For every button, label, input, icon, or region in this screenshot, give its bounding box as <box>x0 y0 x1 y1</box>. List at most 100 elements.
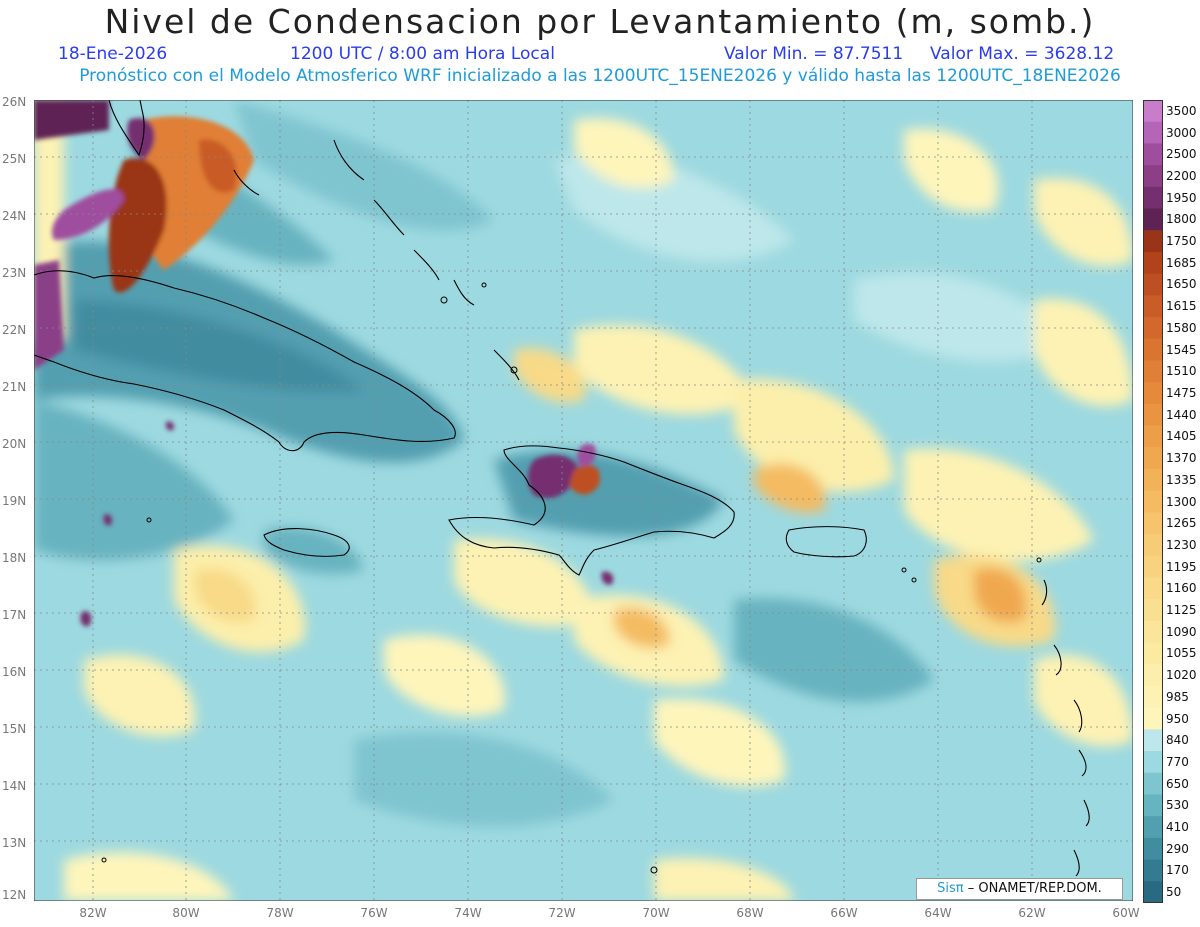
colorbar-tick-label: 1545 <box>1166 342 1197 357</box>
colorbar-swatch <box>1143 121 1163 144</box>
colorbar-swatch <box>1143 186 1163 210</box>
lat-label: 24N <box>2 209 27 223</box>
colorbar-swatch <box>1143 816 1163 839</box>
colorbar-swatch <box>1143 534 1163 557</box>
colorbar-swatch <box>1143 230 1163 253</box>
colorbar-tick-label: 2200 <box>1166 168 1197 183</box>
colorbar-tick-label: 1405 <box>1166 429 1197 444</box>
colorbar-tick-label: 3000 <box>1166 125 1197 140</box>
max-value: Valor Max. = 3628.12 <box>930 44 1115 64</box>
colorbar-swatch <box>1143 859 1163 882</box>
cuba-coast <box>34 270 456 452</box>
colorbar-swatch <box>1143 100 1163 123</box>
colorbar-swatch <box>1143 555 1163 578</box>
org-label: – ONAMET/REP.DOM. <box>967 881 1102 896</box>
florida-coast <box>108 100 145 157</box>
colorbar-tick-label: 1510 <box>1166 364 1197 379</box>
colorbar-tick-label: 290 <box>1166 841 1189 856</box>
colorbar <box>1143 100 1163 903</box>
colorbar-swatch <box>1143 577 1163 600</box>
lat-label: 20N <box>2 437 27 451</box>
forecast-date: 18-Ene-2026 <box>58 44 168 64</box>
lon-label: 74W <box>454 906 482 920</box>
colorbar-swatch <box>1143 881 1163 903</box>
lcl-field <box>34 100 1133 901</box>
colorbar-swatch <box>1143 338 1163 361</box>
brand-label: Sisπ <box>937 881 964 896</box>
lon-label: 78W <box>266 906 294 920</box>
colorbar-tick-label: 530 <box>1166 798 1189 813</box>
colorbar-swatch <box>1143 837 1163 861</box>
lat-lon-grid <box>34 100 1133 901</box>
lat-label: 15N <box>2 722 27 736</box>
colorbar-swatch <box>1143 490 1163 513</box>
lon-label: 76W <box>360 906 388 920</box>
colorbar-tick-label: 1650 <box>1166 277 1197 292</box>
colorbar-tick-label: 770 <box>1166 754 1189 769</box>
colorbar-swatch <box>1143 273 1163 296</box>
colorbar-tick-label: 170 <box>1166 863 1189 878</box>
colorbar-swatch <box>1143 620 1163 644</box>
colorbar-swatch <box>1143 729 1163 752</box>
lon-label: 80W <box>172 906 200 920</box>
colorbar-swatch <box>1143 403 1163 427</box>
colorbar-border <box>1143 100 1163 903</box>
lon-label: 66W <box>830 906 858 920</box>
lat-label: 16N <box>2 665 27 679</box>
puerto-rico-coast <box>785 526 867 558</box>
colorbar-tick-label: 1160 <box>1166 581 1197 596</box>
lat-label: 13N <box>2 836 27 850</box>
high-lcl-zone <box>34 100 614 627</box>
colorbar-swatch <box>1143 468 1163 492</box>
min-value: Valor Min. = 87.7511 <box>724 44 904 64</box>
lat-label: 17N <box>2 608 27 622</box>
map-title: Nivel de Condensacion por Levantamiento … <box>104 2 1096 41</box>
colorbar-swatch <box>1143 317 1163 340</box>
model-subtitle: Pronóstico con el Modelo Atmosferico WRF… <box>79 66 1121 86</box>
colorbar-swatch <box>1143 165 1163 188</box>
colorbar-tick-label: 650 <box>1166 776 1189 791</box>
lesser-antilles-coast <box>1041 579 1090 877</box>
lat-label: 25N <box>2 152 27 166</box>
colorbar-tick-label: 1020 <box>1166 668 1197 683</box>
colorbar-tick-label: 1055 <box>1166 646 1197 661</box>
colorbar-swatch <box>1143 685 1163 709</box>
lcl-map <box>34 100 1133 901</box>
colorbar-tick-label: 1195 <box>1166 559 1197 574</box>
colorbar-swatch <box>1143 360 1163 383</box>
colorbar-tick-label: 1265 <box>1166 516 1197 531</box>
colorbar-tick-label: 1800 <box>1166 212 1197 227</box>
colorbar-tick-label: 2500 <box>1166 147 1197 162</box>
lat-label: 26N <box>2 95 27 109</box>
colorbar-tick-label: 50 <box>1166 885 1182 900</box>
colorbar-tick-label: 1750 <box>1166 234 1197 249</box>
lat-label: 14N <box>2 779 27 793</box>
colorbar-tick-label: 985 <box>1166 689 1189 704</box>
colorbar-swatch <box>1143 751 1163 774</box>
colorbar-tick-label: 1615 <box>1166 299 1197 314</box>
small-islands <box>101 282 1042 874</box>
colorbar-swatch <box>1143 794 1163 817</box>
colorbar-tick-label: 3500 <box>1166 103 1197 118</box>
colorbar-tick-label: 1335 <box>1166 472 1197 487</box>
colorbar-swatch <box>1143 642 1163 665</box>
lon-label: 62W <box>1018 906 1046 920</box>
lat-label: 19N <box>2 494 27 508</box>
colorbar-tick-label: 1300 <box>1166 494 1197 509</box>
lon-label: 68W <box>736 906 764 920</box>
lon-label: 82W <box>79 906 107 920</box>
colorbar-swatch <box>1143 251 1163 275</box>
coastlines <box>34 100 1090 877</box>
lat-label: 22N <box>2 323 27 337</box>
colorbar-swatch <box>1143 208 1163 231</box>
colorbar-swatch <box>1143 143 1163 166</box>
colorbar-tick-label: 840 <box>1166 733 1189 748</box>
colorbar-swatch <box>1143 772 1163 795</box>
colorbar-tick-label: 1370 <box>1166 451 1197 466</box>
colorbar-tick-label: 1125 <box>1166 603 1197 617</box>
colorbar-tick-label: 1950 <box>1166 190 1197 205</box>
colorbar-tick-label: 1580 <box>1166 320 1197 335</box>
colorbar-swatch <box>1143 512 1163 535</box>
colorbar-tick-label: 410 <box>1166 820 1189 835</box>
lat-label: 21N <box>2 380 27 394</box>
